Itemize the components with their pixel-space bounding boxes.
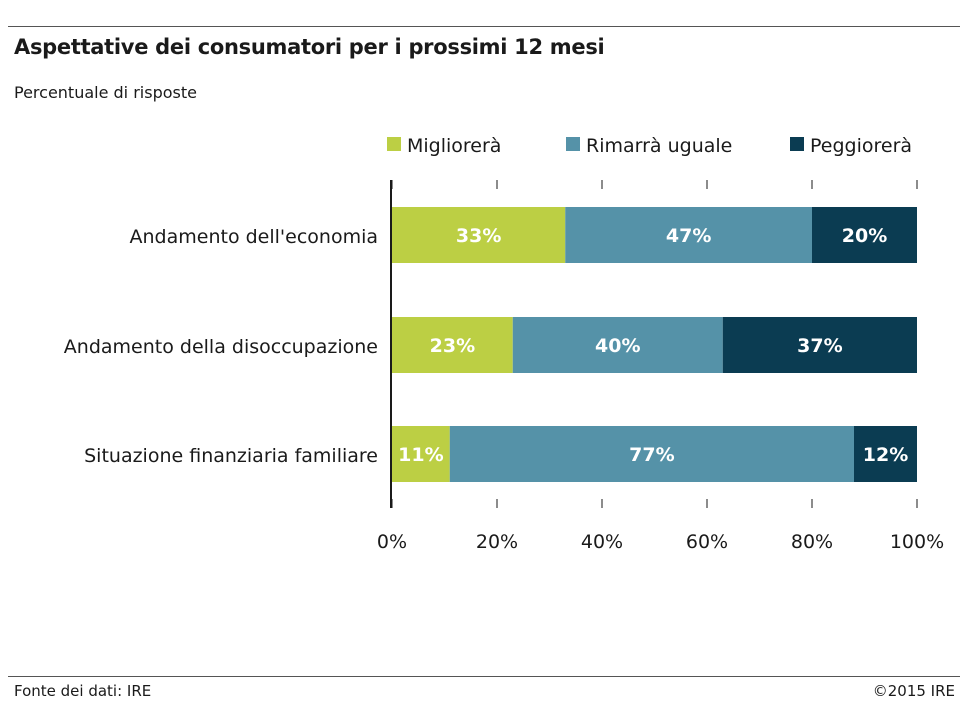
bar-label-andamento-della-disoccupazione-migliorera: 23% [430, 335, 475, 357]
bar-situazione-finanziaria-familiare-migliorera [392, 426, 450, 482]
x-tick-label-20: 20% [476, 531, 518, 553]
x-tick-label-80: 80% [791, 531, 833, 553]
category-label-andamento-dell-economia: Andamento dell'economia [130, 226, 378, 248]
bar-label-andamento-dell-economia-peggiorera: 20% [842, 225, 887, 247]
category-label-andamento-della-disoccupazione: Andamento della disoccupazione [64, 336, 378, 358]
legend-label-rimarra-uguale: Rimarrà uguale [586, 135, 732, 157]
top-rule [8, 26, 960, 27]
bar-situazione-finanziaria-familiare-rimarra-uguale [449, 426, 854, 482]
bar-andamento-della-disoccupazione-migliorera [392, 317, 513, 373]
category-label-situazione-finanziaria-familiare: Situazione finanziaria familiare [84, 445, 378, 467]
bar-label-andamento-dell-economia-migliorera: 33% [456, 225, 501, 247]
bar-andamento-dell-economia-migliorera [392, 207, 566, 263]
bar-label-andamento-della-disoccupazione-peggiorera: 37% [797, 335, 842, 357]
x-tick-label-60: 60% [686, 531, 728, 553]
x-tick-label-100: 100% [890, 531, 944, 553]
bar-label-andamento-della-disoccupazione-rimarra-uguale: 40% [595, 335, 640, 357]
bar-label-situazione-finanziaria-familiare-rimarra-uguale: 77% [629, 444, 674, 466]
footer-source: Fonte dei dati: IRE [14, 682, 152, 700]
legend-label-peggiorera: Peggiorerà [810, 135, 912, 157]
footer-copyright: ©2015 IRE [872, 682, 955, 700]
bar-andamento-della-disoccupazione-peggiorera [722, 317, 917, 373]
bar-label-situazione-finanziaria-familiare-peggiorera: 12% [863, 444, 908, 466]
bar-label-situazione-finanziaria-familiare-migliorera: 11% [398, 444, 443, 466]
x-tick-label-40: 40% [581, 531, 623, 553]
legend-label-migliorera: Migliorerà [407, 135, 501, 157]
chart-title: Aspettative dei consumatori per i prossi… [14, 35, 605, 59]
bar-andamento-dell-economia-peggiorera [812, 207, 917, 263]
chart-subtitle: Percentuale di risposte [14, 83, 197, 102]
bar-andamento-della-disoccupazione-rimarra-uguale [512, 317, 723, 373]
legend-swatch-migliorera [387, 137, 401, 151]
bar-situazione-finanziaria-familiare-peggiorera [854, 426, 917, 482]
footer-rule [8, 676, 960, 677]
legend-swatch-rimarra-uguale [566, 137, 580, 151]
x-tick-label-0: 0% [377, 531, 407, 553]
bar-label-andamento-dell-economia-rimarra-uguale: 47% [666, 225, 711, 247]
legend-swatch-peggiorera [790, 137, 804, 151]
bar-andamento-dell-economia-rimarra-uguale [565, 207, 812, 263]
